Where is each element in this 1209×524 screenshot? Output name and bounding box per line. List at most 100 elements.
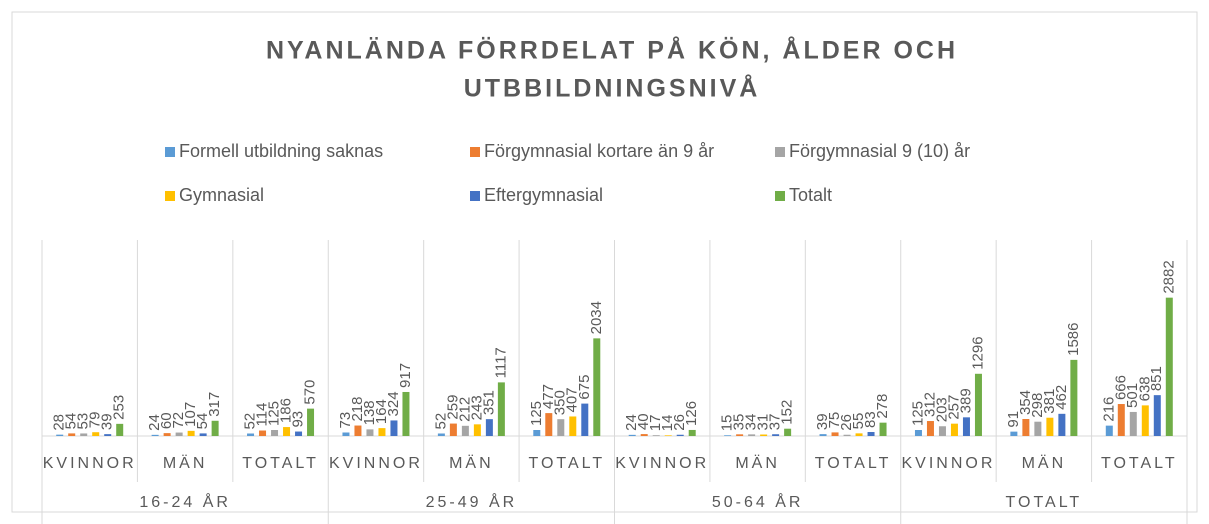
data-label: 138: [361, 400, 378, 425]
bar: [199, 433, 207, 436]
legend-label: Förgymnasial kortare än 9 år: [484, 141, 714, 161]
bar: [676, 434, 684, 436]
bar: [664, 435, 672, 436]
bar: [843, 434, 851, 436]
legend-swatch: [165, 147, 175, 157]
bar: [342, 432, 350, 436]
bar: [1153, 395, 1161, 436]
data-label: 37: [767, 414, 784, 431]
bar: [307, 408, 315, 436]
bar: [163, 433, 171, 436]
data-label: 52: [432, 413, 449, 430]
data-label: 26: [671, 414, 688, 431]
group-label: TOTALT: [1006, 494, 1083, 511]
data-label: 54: [194, 413, 211, 430]
data-label: 107: [182, 402, 199, 427]
group-label: 25-49 ÅR: [426, 492, 518, 511]
data-label: 79: [87, 412, 104, 429]
bar: [1010, 431, 1018, 436]
data-label: 278: [874, 394, 891, 419]
data-label: 55: [850, 413, 867, 430]
bar: [831, 432, 839, 436]
data-label: 350: [552, 390, 569, 415]
data-label: 354: [1017, 390, 1034, 415]
legend-swatch: [470, 147, 480, 157]
chart-title: UTBBILDNINGSNIVÅ: [464, 74, 761, 103]
x-tick-label: KVINNOR: [329, 455, 423, 472]
data-label: 114: [254, 403, 271, 427]
bar: [247, 433, 255, 436]
x-tick-label: KVINNOR: [615, 455, 709, 472]
bar: [485, 419, 493, 436]
x-tick-label: KVINNOR: [43, 455, 137, 472]
bar: [1070, 359, 1078, 436]
bar: [533, 430, 541, 436]
data-label: 53: [75, 413, 92, 430]
data-label: 381: [1041, 389, 1058, 414]
data-label: 638: [1136, 376, 1153, 401]
data-label: 407: [564, 387, 581, 412]
legend-label: Formell utbildning saknas: [179, 141, 383, 161]
bar: [545, 413, 553, 436]
data-label: 501: [1124, 383, 1141, 408]
data-label: 93: [290, 411, 307, 428]
bar: [1046, 417, 1054, 436]
legend-swatch: [775, 191, 785, 201]
bar: [461, 425, 469, 436]
bar: [104, 434, 112, 436]
bar: [116, 423, 124, 436]
data-label: 24: [623, 414, 640, 431]
data-label: 1117: [492, 347, 509, 378]
x-tick-label: MÄN: [735, 454, 780, 472]
bar: [1058, 413, 1066, 436]
bar: [68, 433, 76, 436]
data-label: 39: [99, 413, 116, 430]
data-label: 389: [957, 388, 974, 413]
bar: [772, 434, 780, 436]
bar: [581, 403, 589, 436]
x-tick-label: TOTALT: [242, 455, 319, 472]
data-label: 666: [1112, 375, 1129, 400]
data-label: 257: [945, 395, 962, 420]
bar: [1034, 421, 1042, 436]
data-label: 75: [826, 412, 843, 429]
data-label: 570: [302, 380, 319, 405]
data-label: 218: [349, 397, 366, 422]
bar: [259, 430, 267, 436]
legend-swatch: [165, 191, 175, 201]
data-label: 152: [779, 400, 796, 425]
data-label: 31: [755, 414, 772, 431]
data-label: 2882: [1160, 260, 1177, 293]
data-label: 675: [576, 375, 593, 400]
bar: [473, 424, 481, 436]
bar: [938, 426, 946, 436]
x-tick-label: MÄN: [449, 454, 494, 472]
data-label: 298: [1029, 393, 1046, 418]
bar: [497, 382, 505, 436]
bar: [92, 432, 100, 436]
bar: [628, 434, 636, 436]
bar: [914, 430, 922, 436]
data-label: 317: [206, 392, 223, 417]
x-tick-label: TOTALT: [528, 455, 605, 472]
legend-swatch: [775, 147, 785, 157]
bar: [879, 422, 887, 436]
data-label: 477: [540, 384, 557, 409]
data-label: 17: [647, 414, 664, 431]
data-label: 15: [719, 415, 736, 432]
data-label: 73: [337, 412, 354, 429]
bar: [855, 433, 863, 436]
bar: [962, 417, 970, 436]
bar: [366, 429, 374, 436]
x-tick-label: KVINNOR: [902, 455, 996, 472]
bar: [652, 435, 660, 436]
data-label: 216: [1100, 397, 1117, 422]
data-label: 212: [456, 397, 473, 422]
data-label: 164: [373, 399, 390, 424]
legend-swatch: [470, 191, 480, 201]
data-label: 28: [51, 414, 68, 431]
bar: [1105, 425, 1113, 436]
bar: [557, 419, 565, 436]
legend-label: Eftergymnasial: [484, 185, 603, 205]
